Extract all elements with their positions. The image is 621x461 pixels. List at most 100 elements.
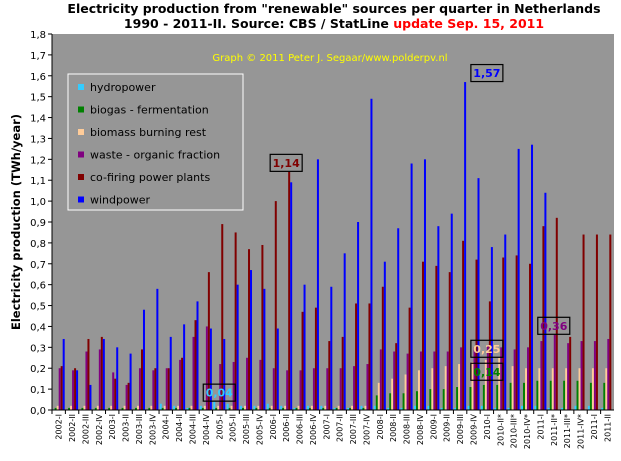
bar-cofiring — [221, 224, 224, 410]
bar-biogas — [456, 387, 459, 410]
legend-label: co-firing power plants — [90, 171, 210, 184]
bar-cofiring — [314, 307, 317, 410]
bar-biomass — [364, 405, 367, 410]
bar-cofiring — [408, 307, 411, 410]
bar-windpower — [370, 98, 373, 410]
bar-waste — [98, 349, 101, 410]
y-tick-label: 1,3 — [30, 134, 46, 145]
bar-biogas — [603, 382, 606, 410]
legend-label: hydropower — [90, 81, 156, 94]
x-tick-label: 2002-III — [81, 414, 90, 444]
bar-hydropower — [480, 405, 483, 410]
bar-windpower — [531, 144, 534, 410]
bar-biogas — [563, 380, 566, 410]
bar-hydropower — [240, 405, 243, 410]
bar-biomass — [511, 366, 514, 410]
bar-waste — [446, 351, 449, 410]
x-tick-label: 2002-II — [68, 414, 77, 442]
y-tick-label: 1,0 — [30, 197, 46, 208]
bar-biogas — [308, 407, 311, 410]
x-tick-label: 2007-I — [322, 414, 331, 440]
bar-biomass — [498, 357, 501, 410]
bar-waste — [72, 370, 75, 410]
x-tick-label: 2008-IV — [416, 413, 425, 445]
bar-waste — [473, 347, 476, 410]
bar-biomass — [230, 405, 233, 410]
bar-cofiring — [154, 368, 157, 410]
bar-waste — [460, 347, 463, 410]
bar-hydropower — [226, 403, 229, 410]
x-tick-label: 2003-III — [135, 414, 144, 444]
bar-biomass — [417, 370, 420, 410]
bar-cofiring — [355, 303, 358, 410]
bar-biomass — [431, 368, 434, 410]
bar-biogas — [362, 407, 365, 410]
x-tick-label: 2009-IV — [470, 413, 479, 445]
bar-waste — [286, 370, 289, 410]
bar-biomass — [123, 405, 126, 410]
bar-biogas — [389, 393, 392, 410]
bar-waste — [353, 366, 356, 410]
y-tick-label: 0,4 — [30, 322, 46, 333]
annotation-box — [470, 63, 504, 83]
bar-biomass — [605, 368, 608, 410]
bar-biogas — [536, 380, 539, 410]
annotation-box — [202, 383, 236, 402]
legend-swatch-biogas — [78, 106, 84, 113]
bar-biomass — [217, 405, 220, 410]
bar-biogas — [429, 389, 432, 410]
bar-cofiring — [100, 336, 103, 410]
x-tick-label: 2009-III — [456, 414, 465, 444]
bar-waste — [419, 351, 422, 410]
x-tick-label: 2008-II — [389, 414, 398, 442]
bar-waste — [165, 368, 168, 410]
bar-biomass — [351, 405, 354, 410]
bar-waste — [219, 364, 222, 410]
bar-cofiring — [381, 286, 384, 410]
bar-hydropower — [320, 405, 323, 410]
x-tick-label: 2007-IV — [362, 413, 371, 445]
x-tick-label: 2003-I — [108, 414, 117, 440]
bar-biomass — [324, 405, 327, 410]
bar-windpower — [410, 163, 413, 410]
bar-biogas — [496, 384, 499, 410]
bar-hydropower — [467, 405, 470, 410]
x-tick-label: 2006-I — [269, 414, 278, 440]
bar-biogas — [295, 407, 298, 410]
bar-biomass — [591, 368, 594, 410]
chart-title-line1: Electricity production from "renewable" … — [67, 1, 600, 16]
bar-hydropower — [199, 405, 202, 410]
bar-waste — [379, 349, 382, 410]
bar-hydropower — [173, 405, 176, 410]
bar-windpower — [423, 159, 426, 410]
chart-title-line2-source: 1990 - 2011-II. Source: CBS / StatLine — [124, 16, 393, 31]
bar-hydropower — [587, 405, 590, 410]
bar-biogas — [335, 407, 338, 410]
bar-waste — [433, 351, 436, 410]
bar-hydropower — [213, 401, 216, 410]
y-tick-label: 1,2 — [30, 155, 46, 166]
bar-windpower — [517, 148, 520, 410]
bar-waste — [326, 368, 329, 410]
annotation-label: 1,14 — [273, 157, 300, 170]
y-tick-label: 0,2 — [30, 364, 46, 375]
bar-cofiring — [395, 343, 398, 410]
x-tick-label: 2008-III — [403, 414, 412, 444]
bar-waste — [486, 345, 489, 410]
bar-hydropower — [333, 407, 336, 410]
bar-waste — [179, 359, 182, 410]
bar-windpower — [437, 226, 440, 410]
bar-cofiring — [555, 217, 558, 410]
y-tick-label: 0,5 — [30, 302, 46, 313]
bar-windpower — [250, 270, 253, 410]
bar-biomass — [484, 359, 487, 410]
bar-biogas — [415, 391, 418, 410]
bar-waste — [138, 368, 141, 410]
bar-windpower — [223, 338, 226, 410]
bar-biomass — [565, 368, 568, 410]
bar-hydropower — [534, 405, 537, 410]
bar-windpower — [504, 234, 507, 410]
y-tick-label: 1,6 — [30, 72, 46, 83]
bar-cofiring — [421, 261, 424, 410]
